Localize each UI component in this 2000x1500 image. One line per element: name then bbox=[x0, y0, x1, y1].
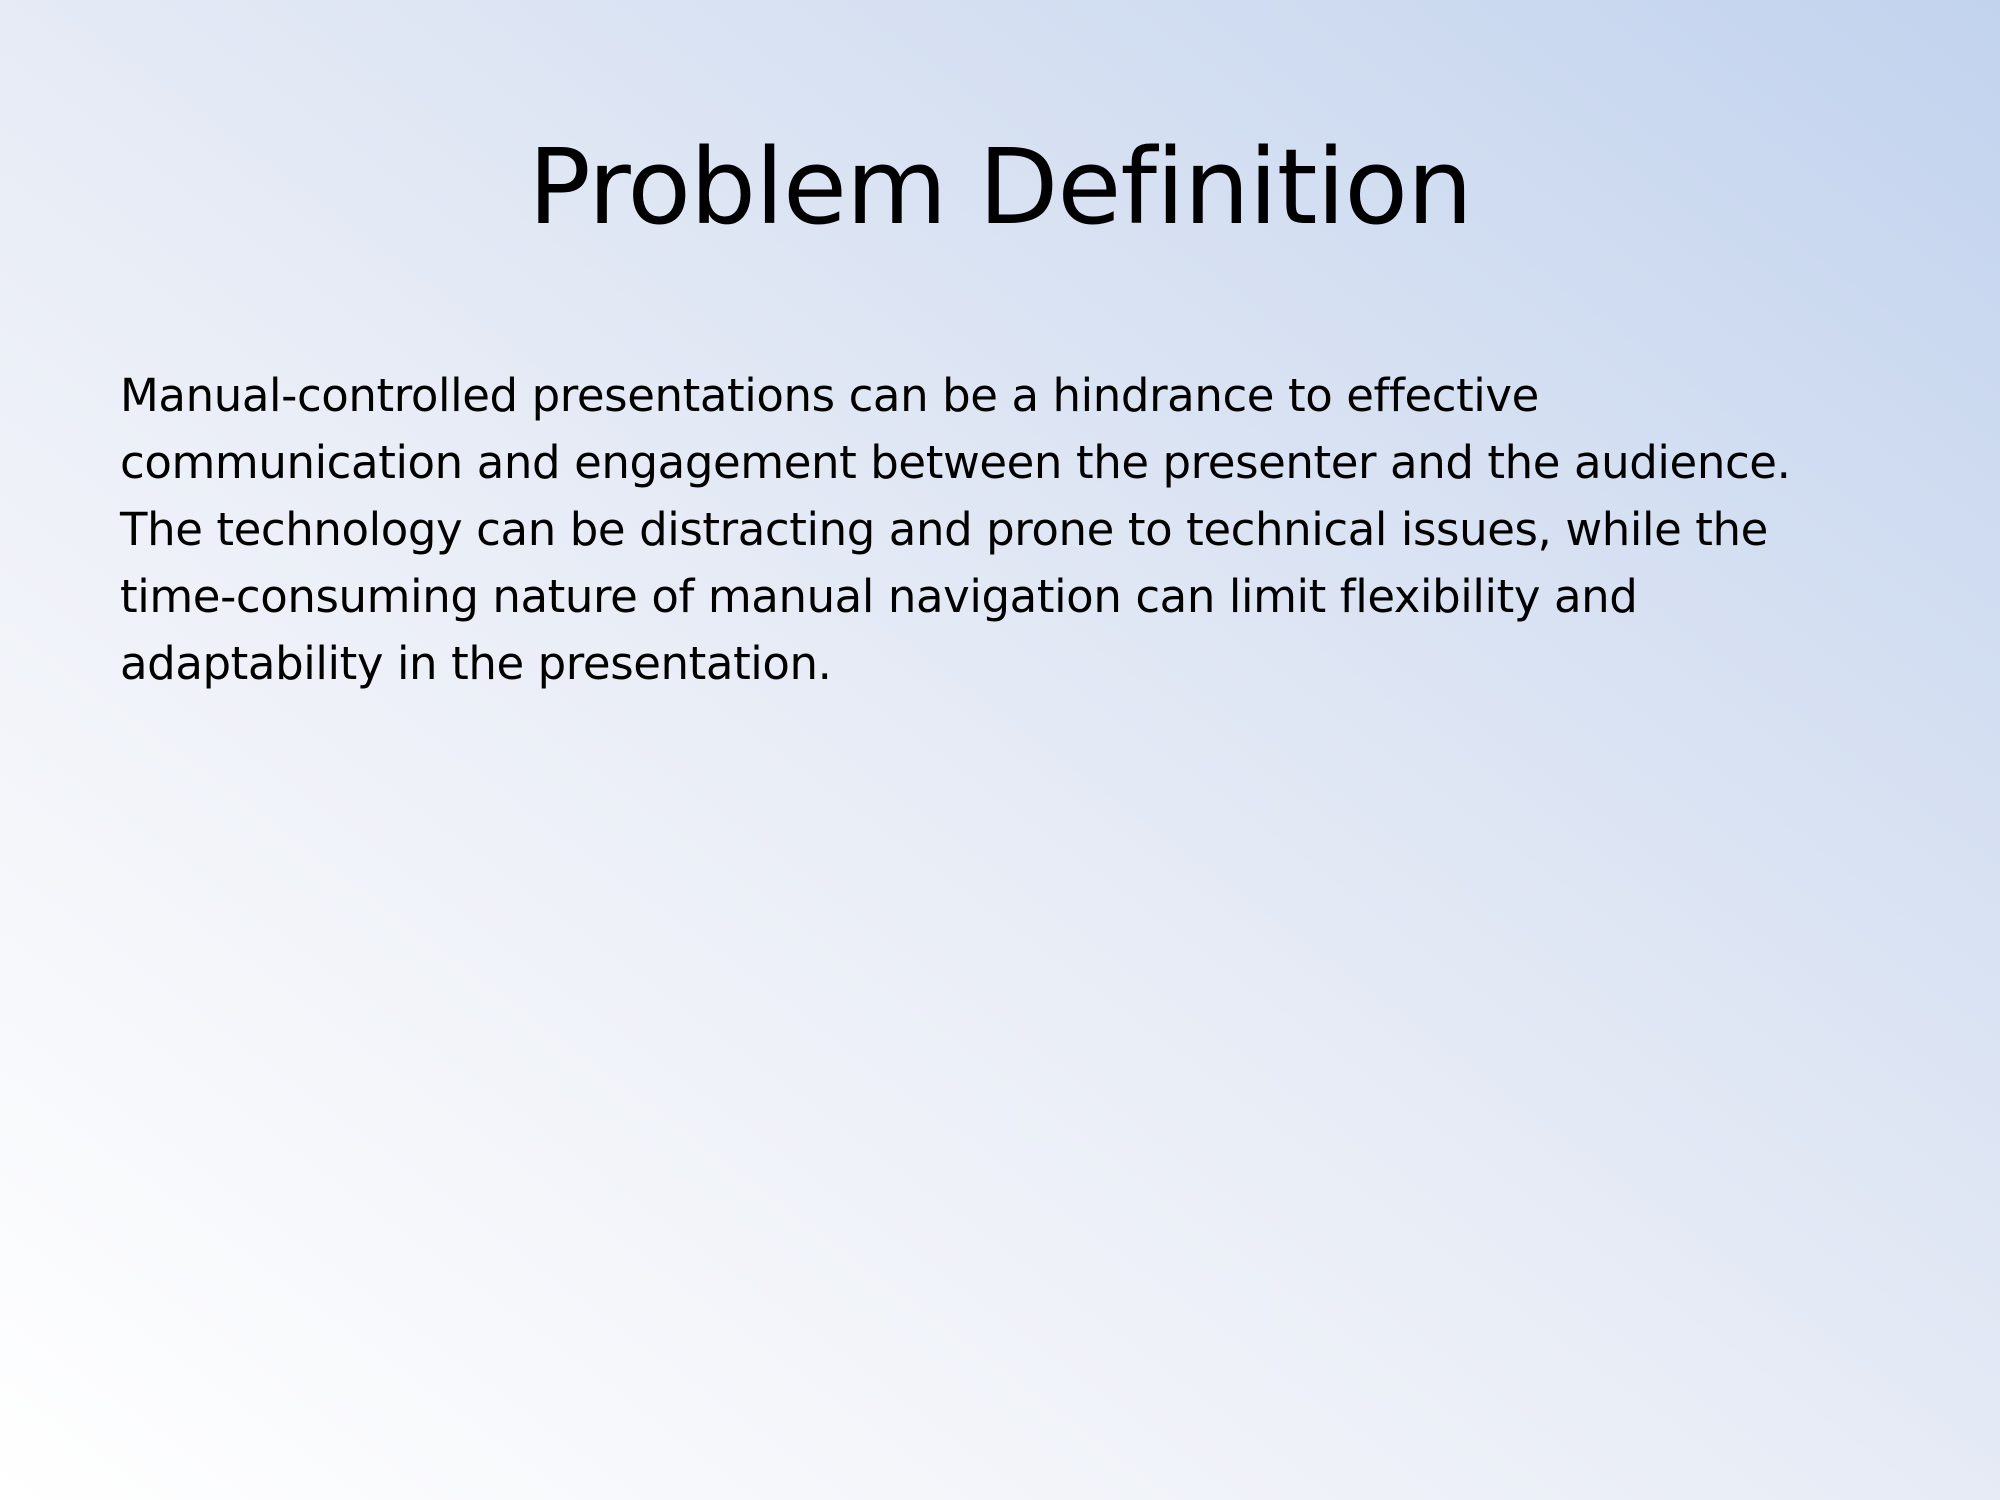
body-line: The technology can be distracting and pr… bbox=[120, 503, 1768, 556]
slide-title: Problem Definition bbox=[528, 126, 1473, 248]
body-line: Manual-controlled presentations can be a… bbox=[120, 369, 1539, 422]
slide-body-text: Manual-controlled presentations can be a… bbox=[120, 362, 1920, 697]
body-line: adaptability in the presentation. bbox=[120, 637, 832, 690]
body-line: communication and engagement between the… bbox=[120, 436, 1791, 489]
body-line: time-consuming nature of manual navigati… bbox=[120, 570, 1638, 623]
